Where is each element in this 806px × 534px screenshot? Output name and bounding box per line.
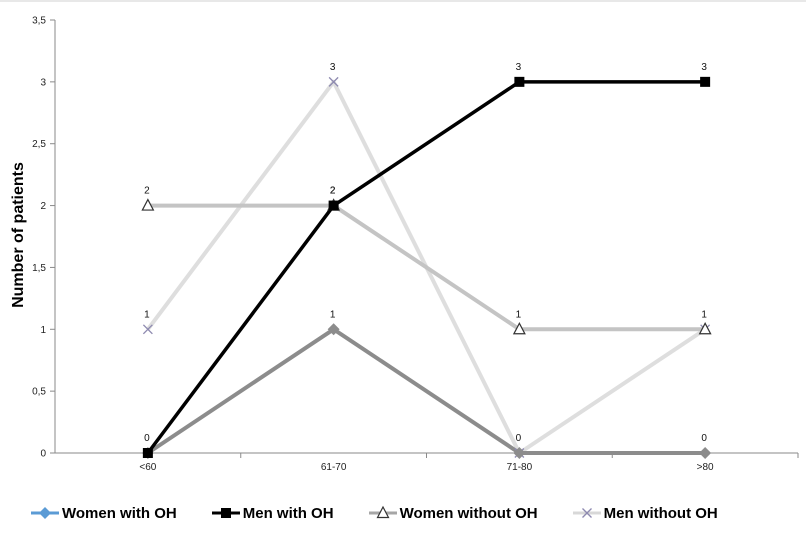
data-label-men-without-oh: 1 [144,309,150,320]
series-line-women-with-oh [146,327,706,455]
y-tick-label: 0,5 [32,387,46,398]
data-point-women-with-oh [513,447,526,459]
data-label-men-with-oh: 3 [516,62,522,73]
data-label-men-with-oh: 2 [330,186,336,197]
data-label-women-without-oh: 2 [330,186,336,197]
legend-item-men-without-oh: Men without OH [572,505,718,522]
x-tick-label: <60 [139,462,156,473]
x-tick-label: 61-70 [321,462,347,473]
x-marker-stroke [581,508,592,518]
data-point-women-without-oh [698,321,712,335]
data-label-women-with-oh: 0 [144,433,150,444]
data-point-women-with-oh [699,447,712,459]
legend-label: Men with OH [242,504,334,522]
data-point-men-without-oh [328,76,339,87]
data-label-women-with-oh: 0 [701,433,707,444]
x-tick-label: >80 [697,462,714,473]
legend-label: Women with OH [62,504,177,522]
data-point-men-without-oh [142,324,153,335]
legend-swatch [211,508,240,518]
legend-swatch-marker [376,505,390,519]
series-line-men-with-oh [146,80,706,455]
data-point-men-with-oh [514,76,525,87]
y-axis-label: Number of patients [10,162,27,308]
series-line-women-without-oh [147,203,706,332]
legend-swatch-marker [39,507,51,519]
y-tick-label: 1,5 [32,263,46,274]
y-tick-label: 3 [40,77,46,88]
data-label-women-with-oh: 1 [330,309,336,320]
data-label-women-without-oh: 1 [516,309,522,320]
legend-item-men-with-oh: Men with OH [211,505,334,522]
data-point-men-with-oh [700,76,711,87]
data-label-women-without-oh: 1 [701,309,707,320]
data-point-men-with-oh [142,448,153,458]
data-label-women-without-oh: 2 [144,186,150,197]
legend-swatch-marker [220,508,231,518]
legend-swatch-marker [581,508,592,518]
legend-item-women-without-oh: Women without OH [368,505,538,522]
legend-swatch [368,505,397,519]
legend-swatch [31,507,59,519]
data-label-men-without-oh: 3 [330,62,336,73]
x-marker-stroke [142,324,153,335]
data-point-men-with-oh [328,200,339,211]
legend-label: Women without OH [399,504,538,522]
legend-label: Men without OH [603,504,718,522]
y-tick-label: 2 [40,201,46,212]
legend: Women with OH Men with OH Women without OH… [30,498,790,528]
y-tick-label: 1 [40,325,46,336]
legend-item-women-with-oh: Women with OH [30,505,177,522]
data-point-women-with-oh [327,323,340,336]
y-tick-label: 3,5 [32,16,46,27]
y-tick-label: 2,5 [32,139,46,150]
x-marker-stroke [328,76,339,87]
data-point-women-without-oh [141,198,155,211]
legend-swatch [572,508,601,518]
data-label-men-with-oh: 3 [701,62,707,73]
y-tick-label: 0 [40,449,46,460]
x-tick-label: 71-80 [507,462,533,473]
data-label-women-with-oh: 0 [516,433,522,444]
data-point-women-without-oh [512,321,526,335]
